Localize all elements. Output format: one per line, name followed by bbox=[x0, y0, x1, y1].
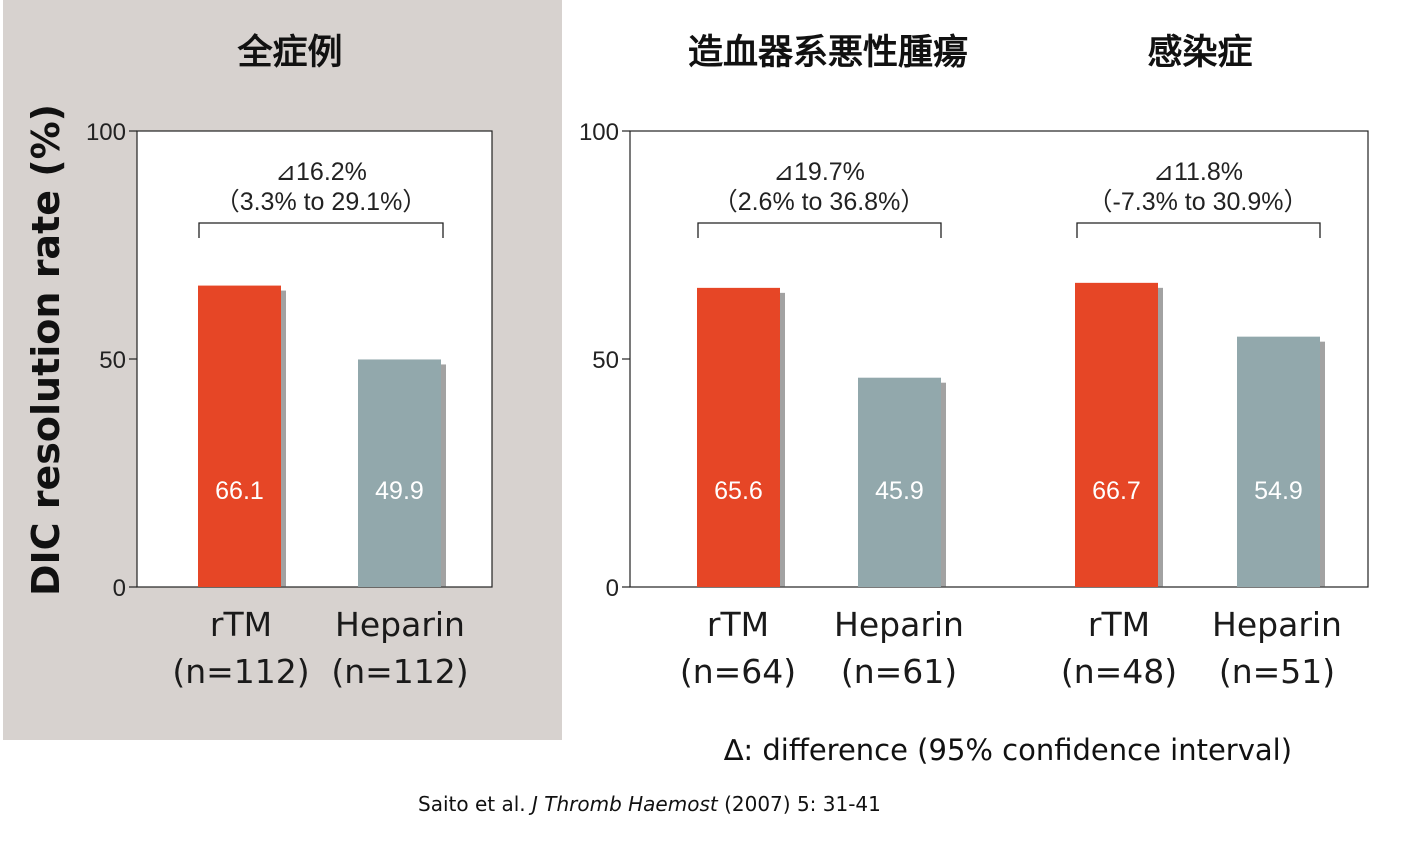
bar-all-rtm bbox=[198, 285, 281, 587]
xcat-inf-heparin: Heparin (n=51) bbox=[1187, 601, 1367, 695]
y-tick-label: 0 bbox=[606, 575, 619, 602]
category-label: rTM bbox=[1087, 605, 1151, 644]
difference-bracket-all bbox=[198, 222, 444, 238]
bar-value-label-inf-rtm: 66.7 bbox=[1092, 477, 1141, 505]
category-label: rTM bbox=[209, 605, 273, 644]
bar-value-label-hem-heparin: 45.9 bbox=[875, 477, 924, 505]
y-tick-label: 50 bbox=[99, 347, 126, 374]
difference-bracket-hem bbox=[697, 222, 942, 238]
y-tick-label: 0 bbox=[113, 575, 126, 602]
bar-hem-heparin bbox=[858, 377, 941, 587]
category-n: (n=112) bbox=[331, 652, 469, 691]
difference-label-hem: ⊿19.7% bbox=[773, 158, 865, 186]
y-tick-label: 100 bbox=[86, 119, 126, 146]
category-n: (n=51) bbox=[1218, 652, 1336, 691]
bar-all-heparin bbox=[358, 359, 441, 587]
confidence-interval-label-hem: （2.6% to 36.8%） bbox=[713, 188, 926, 216]
citation-journal: J Thromb Haemost bbox=[531, 792, 718, 816]
xcat-hem-heparin: Heparin (n=61) bbox=[809, 601, 989, 695]
xcat-all-rtm: rTM (n=112) bbox=[151, 601, 331, 695]
bar-value-label-hem-rtm: 65.6 bbox=[714, 477, 763, 505]
citation-details: (2007) 5: 31-41 bbox=[724, 792, 881, 816]
bar-value-label-all-heparin: 49.9 bbox=[375, 477, 424, 505]
bar-inf-rtm bbox=[1075, 282, 1158, 587]
y-tick-label: 100 bbox=[579, 119, 619, 146]
xcat-inf-rtm: rTM (n=48) bbox=[1029, 601, 1209, 695]
category-n: (n=61) bbox=[840, 652, 958, 691]
difference-legend-note: ∆: difference (95% confidence interval) bbox=[724, 733, 1293, 767]
category-n: (n=112) bbox=[172, 652, 310, 691]
panel-title-infection: 感染症 bbox=[1147, 33, 1253, 73]
difference-bracket-inf bbox=[1076, 222, 1321, 238]
panel-title-hematologic-malignancy: 造血器系悪性腫瘍 bbox=[687, 33, 968, 73]
panel-title-all-cases: 全症例 bbox=[237, 33, 343, 73]
difference-label-all: ⊿16.2% bbox=[275, 158, 367, 186]
category-label: rTM bbox=[706, 605, 770, 644]
category-n: (n=64) bbox=[679, 652, 797, 691]
y-tick-label: 50 bbox=[592, 347, 619, 374]
confidence-interval-label-inf: （-7.3% to 30.9%） bbox=[1088, 188, 1309, 216]
difference-label-inf: ⊿11.8% bbox=[1153, 158, 1243, 186]
category-label: Heparin bbox=[335, 605, 465, 644]
citation: Saito et al. J Thromb Haemost (2007) 5: … bbox=[418, 792, 881, 816]
citation-authors: Saito et al. bbox=[418, 792, 526, 816]
bar-value-label-all-rtm: 66.1 bbox=[215, 477, 264, 505]
category-n: (n=48) bbox=[1060, 652, 1178, 691]
bar-value-label-inf-heparin: 54.9 bbox=[1254, 477, 1303, 505]
category-label: Heparin bbox=[834, 605, 964, 644]
category-label: Heparin bbox=[1212, 605, 1342, 644]
bar-hem-rtm bbox=[697, 287, 780, 587]
bar-inf-heparin bbox=[1237, 336, 1320, 587]
confidence-interval-label-all: （3.3% to 29.1%） bbox=[215, 188, 428, 216]
xcat-all-heparin: Heparin (n=112) bbox=[310, 601, 490, 695]
xcat-hem-rtm: rTM (n=64) bbox=[648, 601, 828, 695]
